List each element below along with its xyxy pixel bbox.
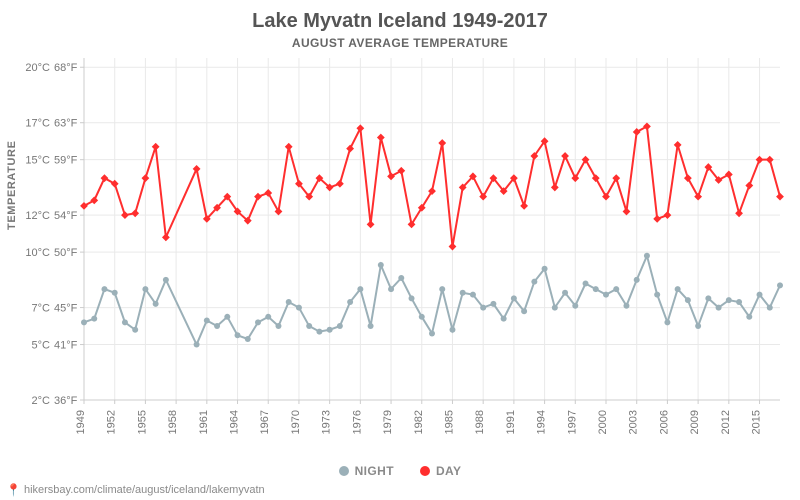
series-night (81, 253, 783, 348)
legend-label-night: NIGHT (355, 464, 394, 478)
svg-text:1988: 1988 (474, 410, 486, 434)
svg-text:1976: 1976 (351, 410, 363, 434)
grid-layer (80, 58, 780, 404)
svg-text:1964: 1964 (229, 410, 241, 434)
svg-text:45°F: 45°F (54, 303, 78, 315)
legend-swatch-night (339, 466, 349, 476)
svg-text:41°F: 41°F (54, 340, 78, 352)
svg-text:1949: 1949 (75, 410, 87, 434)
legend-label-day: DAY (436, 464, 461, 478)
svg-text:1994: 1994 (536, 410, 548, 434)
map-pin-icon: 📍 (6, 483, 21, 497)
chart-container: Lake Myvatn Iceland 1949-2017 AUGUST AVE… (0, 0, 800, 500)
svg-text:1955: 1955 (136, 410, 148, 434)
chart-svg: 2°C36°F 5°C41°F 7°C45°F 10°C 50°F 12°C 54°F 15°… (0, 0, 800, 500)
x-tick-labels: 1949 1952 1955 1958 1961 1964 1967 1970 1973 1976… (75, 410, 763, 434)
svg-text:59°F: 59°F (54, 155, 78, 167)
svg-text:5°C: 5°C (32, 340, 51, 352)
y-tick-labels: 2°C36°F 5°C41°F 7°C45°F 10°C 50°F 12°C 54°F 15°… (25, 62, 77, 407)
svg-text:2003: 2003 (628, 410, 640, 434)
svg-text:1970: 1970 (290, 410, 302, 434)
svg-text:2°C: 2°C (32, 395, 51, 407)
svg-text:15°C: 15°C (25, 155, 50, 167)
svg-text:20°C: 20°C (25, 62, 50, 74)
series-day (81, 123, 783, 250)
svg-text:68°F: 68°F (54, 62, 78, 74)
svg-text:50°F: 50°F (54, 247, 78, 259)
svg-text:1952: 1952 (106, 410, 118, 434)
svg-text:1985: 1985 (443, 410, 455, 434)
svg-text:1958: 1958 (167, 410, 179, 434)
svg-text:1967: 1967 (259, 410, 271, 434)
svg-text:7°C: 7°C (32, 303, 51, 315)
svg-text:36°F: 36°F (54, 395, 78, 407)
svg-text:2012: 2012 (720, 410, 732, 434)
svg-text:1982: 1982 (413, 410, 425, 434)
legend-swatch-day (420, 466, 430, 476)
svg-text:63°F: 63°F (54, 118, 78, 130)
svg-text:2000: 2000 (597, 410, 609, 434)
svg-text:1973: 1973 (321, 410, 333, 434)
svg-text:1979: 1979 (382, 410, 394, 434)
legend: NIGHT DAY (0, 464, 800, 478)
svg-text:2015: 2015 (751, 410, 763, 434)
credit: 📍 hikersbay.com/climate/august/iceland/l… (6, 483, 265, 497)
legend-item-night: NIGHT (339, 464, 394, 478)
svg-text:17°C: 17°C (25, 118, 50, 130)
svg-text:2009: 2009 (689, 410, 701, 434)
svg-text:10°C: 10°C (25, 247, 50, 259)
svg-text:54°F: 54°F (54, 210, 78, 222)
svg-text:1997: 1997 (566, 410, 578, 434)
svg-text:2006: 2006 (658, 410, 670, 434)
svg-text:1991: 1991 (505, 410, 517, 434)
credit-url: hikersbay.com/climate/august/iceland/lak… (24, 484, 265, 496)
svg-text:12°C: 12°C (25, 210, 50, 222)
axes-layer (84, 58, 780, 400)
svg-text:1961: 1961 (198, 410, 210, 434)
legend-item-day: DAY (420, 464, 461, 478)
